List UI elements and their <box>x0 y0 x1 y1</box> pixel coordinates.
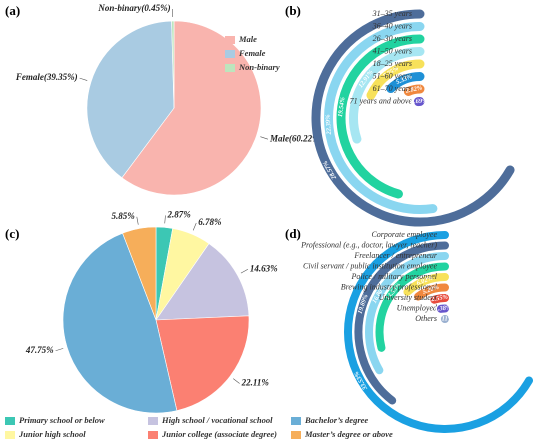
value-label: 19.54% <box>337 96 347 117</box>
leader-line <box>260 136 269 140</box>
slice-label: Female(39.35%) <box>15 72 78 82</box>
legend-swatch <box>291 431 301 439</box>
radial-bar <box>354 241 449 405</box>
pie-slice <box>62 232 178 414</box>
slice-label: 5.85% <box>112 211 136 221</box>
category-label: 71 years and above <box>350 96 413 105</box>
panel-label: (c) <box>5 226 19 241</box>
radial-bar <box>403 84 425 96</box>
value-label: 22.39% <box>324 114 333 136</box>
legend-swatch <box>225 64 235 72</box>
panel-label: (d) <box>285 226 301 241</box>
leader-line <box>136 216 139 225</box>
leader-line <box>233 378 240 384</box>
category-label: 51–60 years <box>373 71 412 80</box>
legend-swatch <box>225 36 235 44</box>
radial-bar <box>336 34 425 199</box>
slice-label: Non-binary(0.45%) <box>97 3 170 13</box>
radial-bar <box>414 283 449 301</box>
pie-slice <box>171 20 175 109</box>
legend-label: Junior high school <box>18 429 86 439</box>
category-label: Unemployed <box>397 303 438 312</box>
category-label: 41–50 years <box>373 46 412 55</box>
category-label: 18–25 years <box>373 59 412 68</box>
legend-swatch <box>5 431 15 439</box>
slice-label: 2.87% <box>166 209 191 219</box>
radial-bar <box>311 9 515 227</box>
category-label: University student <box>379 293 438 302</box>
value-label: 2.55% <box>430 294 449 304</box>
radial-bar <box>349 47 425 144</box>
legend-swatch <box>148 431 158 439</box>
slice-label: 47.75% <box>25 345 54 355</box>
legend-label: Primary school or below <box>19 415 105 425</box>
slice-label: 6.78% <box>198 217 222 227</box>
value-label: 0.69% <box>411 98 429 106</box>
pie-slice <box>155 243 250 321</box>
panel-label: (b) <box>285 3 301 18</box>
pie-slice <box>122 226 157 321</box>
legend-label: Master’s degree or above <box>304 429 393 439</box>
legend-label: High school / vocational school <box>161 415 273 425</box>
category-label: Others <box>415 314 437 323</box>
legend-label: Male <box>238 34 257 44</box>
category-label: Corporate employee <box>371 230 437 239</box>
category-label: 31–35 years <box>372 9 412 18</box>
radial-bar <box>375 262 449 352</box>
category-label: 61–70 years <box>373 84 412 93</box>
legend-label: Bachelor’s degree <box>304 415 368 425</box>
legend-label: Junior college (associate degree) <box>161 429 277 439</box>
category-label: Professional (e.g., doctor, lawyer, teac… <box>300 240 437 249</box>
leader-line <box>164 215 166 224</box>
panel-label: (a) <box>5 3 20 18</box>
value-label: 0.11% <box>437 315 454 322</box>
legend-label: Non-binary <box>238 62 280 72</box>
value-label: 1.38% <box>434 304 452 312</box>
radial-bar <box>365 252 449 375</box>
legend-swatch <box>148 417 158 425</box>
radial-bar <box>386 72 425 94</box>
category-label: Police / military personnel <box>350 272 437 281</box>
radial-bar <box>430 294 449 304</box>
radial-bar <box>324 22 438 214</box>
leader-line <box>192 222 197 231</box>
category-label: Civil servant / public institution emplo… <box>303 261 437 270</box>
legend-swatch <box>5 417 15 425</box>
leader-line <box>79 77 88 81</box>
legend-swatch <box>291 417 301 425</box>
value-label: 2.82% <box>404 84 423 95</box>
slice-label: 22.11% <box>241 378 270 388</box>
category-label: Freelancer / entrepreneur <box>353 251 438 260</box>
slice-label: 14.63% <box>250 263 278 273</box>
legend-label: Female <box>238 48 266 58</box>
category-label: 26–30 years <box>373 34 412 43</box>
radial-bar <box>403 273 449 296</box>
pie-slice <box>155 315 250 411</box>
slice-label: Male(60.22%) <box>269 133 323 143</box>
legend-swatch <box>225 50 235 58</box>
pie-slice <box>86 20 175 179</box>
category-label: 36–40 years <box>372 21 412 30</box>
radial-bar <box>344 231 534 433</box>
radial-bar <box>366 59 425 100</box>
leader-line <box>240 268 249 274</box>
category-label: Brewing industry professional <box>341 282 438 291</box>
leader-line <box>55 348 64 352</box>
